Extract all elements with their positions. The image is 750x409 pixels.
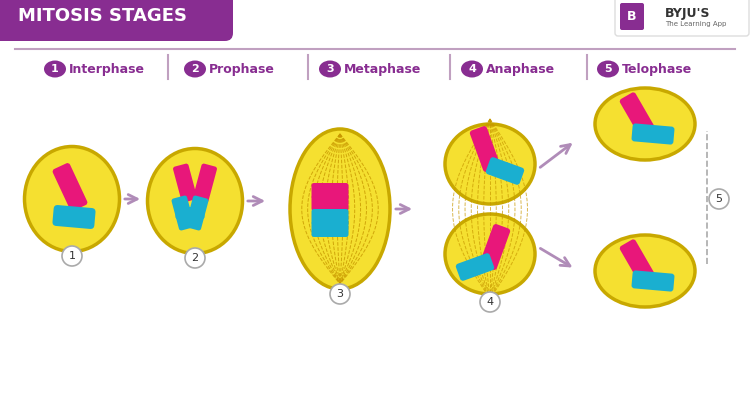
Text: Interphase: Interphase [69, 63, 145, 76]
Text: 3: 3 [337, 289, 344, 299]
Text: B: B [627, 9, 637, 22]
Ellipse shape [597, 61, 619, 77]
FancyBboxPatch shape [311, 221, 349, 237]
Text: 1: 1 [51, 64, 58, 74]
FancyBboxPatch shape [620, 3, 644, 30]
Ellipse shape [184, 61, 206, 77]
Text: Metaphase: Metaphase [344, 63, 422, 76]
Text: 3: 3 [326, 64, 334, 74]
FancyBboxPatch shape [176, 207, 205, 219]
Text: 1: 1 [68, 251, 76, 261]
Text: The Learning App: The Learning App [665, 21, 726, 27]
Text: Telophase: Telophase [622, 63, 692, 76]
Ellipse shape [319, 61, 341, 77]
Circle shape [330, 284, 350, 304]
Circle shape [185, 248, 205, 268]
FancyBboxPatch shape [311, 183, 349, 199]
Text: 4: 4 [487, 297, 494, 307]
Ellipse shape [290, 129, 390, 289]
FancyBboxPatch shape [337, 187, 347, 207]
Text: Prophase: Prophase [209, 63, 274, 76]
FancyBboxPatch shape [456, 253, 494, 281]
Ellipse shape [25, 146, 119, 252]
Ellipse shape [44, 61, 66, 77]
FancyBboxPatch shape [193, 164, 217, 202]
FancyBboxPatch shape [632, 270, 674, 292]
FancyBboxPatch shape [53, 205, 95, 229]
Text: 2: 2 [191, 64, 199, 74]
FancyBboxPatch shape [620, 92, 654, 136]
Text: 4: 4 [468, 64, 476, 74]
FancyBboxPatch shape [185, 196, 209, 231]
FancyBboxPatch shape [0, 0, 233, 41]
Text: 5: 5 [604, 64, 612, 74]
Text: 2: 2 [191, 253, 199, 263]
FancyBboxPatch shape [311, 195, 349, 211]
Ellipse shape [445, 124, 535, 204]
FancyBboxPatch shape [172, 196, 194, 231]
Circle shape [480, 292, 500, 312]
FancyBboxPatch shape [311, 209, 349, 225]
Text: 5: 5 [716, 194, 722, 204]
Text: Anaphase: Anaphase [486, 63, 555, 76]
Ellipse shape [445, 214, 535, 294]
FancyBboxPatch shape [620, 239, 654, 283]
FancyBboxPatch shape [173, 164, 197, 202]
Ellipse shape [595, 235, 695, 307]
Ellipse shape [148, 148, 242, 254]
FancyBboxPatch shape [615, 0, 749, 36]
Ellipse shape [461, 61, 483, 77]
Circle shape [709, 189, 729, 209]
FancyBboxPatch shape [337, 213, 347, 232]
Ellipse shape [595, 88, 695, 160]
Circle shape [62, 246, 82, 266]
FancyBboxPatch shape [486, 157, 524, 185]
Text: BYJU'S: BYJU'S [665, 7, 710, 20]
FancyBboxPatch shape [480, 224, 510, 270]
FancyBboxPatch shape [632, 124, 674, 144]
Text: MITOSIS STAGES: MITOSIS STAGES [18, 7, 187, 25]
FancyBboxPatch shape [470, 126, 500, 172]
FancyBboxPatch shape [53, 163, 88, 211]
